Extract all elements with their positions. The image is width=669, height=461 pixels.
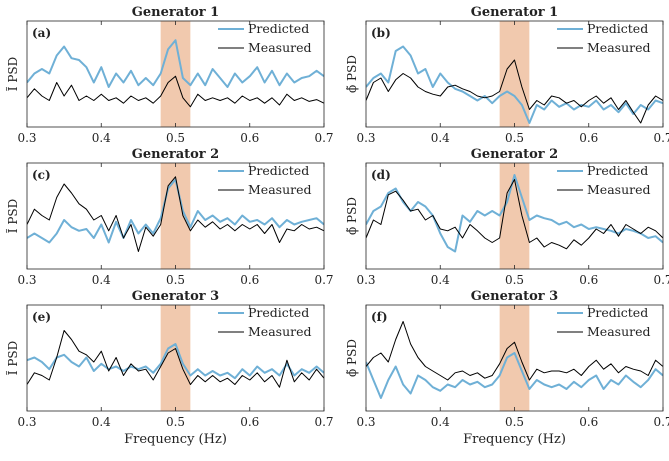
panel-e: 0.3 0.4 0.5 0.6 0.7 Generator 3 (e) Ĩ PSD Predic… xyxy=(5,289,334,447)
series-line-measured xyxy=(366,179,663,250)
series-line-measured xyxy=(366,321,663,381)
panel-c: 0.3 0.4 0.5 0.6 0.7 Generator 2 (c) Ĩ PSD Predic… xyxy=(5,147,334,287)
panel-title: Generator 3 xyxy=(471,289,558,304)
panel-f: 0.3 0.4 0.5 0.6 0.7 Generator 3 (f) ϕ̃ PSD Predi… xyxy=(345,289,669,447)
x-tick-label: 0.4 xyxy=(92,415,111,429)
panel-title: Generator 2 xyxy=(132,147,219,162)
x-tick-label: 0.5 xyxy=(505,131,524,145)
series-line-measured xyxy=(27,75,324,108)
panel-title: Generator 2 xyxy=(471,147,558,162)
x-tick-label: 0.6 xyxy=(240,415,259,429)
x-tick-label: 0.7 xyxy=(314,415,333,429)
x-tick-label: 0.7 xyxy=(314,131,333,145)
panel-label: (e) xyxy=(32,310,51,324)
x-tick-label: 0.3 xyxy=(356,273,375,287)
y-axis-label: ϕ̃ PSD xyxy=(345,197,359,235)
x-axis-label: Frequency (Hz) xyxy=(124,432,227,447)
x-tick-label: 0.3 xyxy=(17,415,36,429)
legend-label-measured: Measured xyxy=(587,182,651,197)
x-tick-label: 0.3 xyxy=(17,273,36,287)
x-tick-label: 0.6 xyxy=(579,273,598,287)
legend-label-measured: Measured xyxy=(587,40,651,55)
x-tick-label: 0.7 xyxy=(314,273,333,287)
x-tick-label: 0.4 xyxy=(431,131,450,145)
x-tick-label: 0.4 xyxy=(92,273,111,287)
x-tick-label: 0.6 xyxy=(240,131,259,145)
x-tick-label: 0.6 xyxy=(240,273,259,287)
x-tick-label: 0.4 xyxy=(431,415,450,429)
legend-label-measured: Measured xyxy=(248,324,312,339)
series-line-predicted xyxy=(27,39,324,88)
x-tick-label: 0.3 xyxy=(356,131,375,145)
x-tick-label: 0.3 xyxy=(17,131,36,145)
highlight-band xyxy=(160,21,191,127)
x-tick-label: 0.5 xyxy=(166,415,185,429)
y-axis-label: Ĩ PSD xyxy=(5,57,20,91)
legend-label-measured: Measured xyxy=(248,182,312,197)
x-tick-label: 0.5 xyxy=(166,273,185,287)
legend-label-predicted: Predicted xyxy=(248,163,309,178)
x-tick-label: 0.7 xyxy=(653,273,669,287)
series-line-predicted xyxy=(366,174,663,253)
panel-b: 0.3 0.4 0.5 0.6 0.7 Generator 1 (b) ϕ̃ PSD Predi… xyxy=(345,5,669,145)
x-tick-label: 0.4 xyxy=(431,273,450,287)
legend-label-predicted: Predicted xyxy=(587,163,648,178)
x-tick-label: 0.5 xyxy=(505,415,524,429)
panel-title: Generator 3 xyxy=(132,289,219,304)
x-tick-label: 0.7 xyxy=(653,131,669,145)
series-line-measured xyxy=(27,330,324,388)
series-line-predicted xyxy=(27,343,324,380)
panel-d: 0.3 0.4 0.5 0.6 0.7 Generator 2 (d) ϕ̃ PSD Predi… xyxy=(345,147,669,287)
panel-label: (c) xyxy=(32,168,51,182)
legend-label-measured: Measured xyxy=(248,40,312,55)
y-axis-label: ϕ̃ PSD xyxy=(345,55,359,93)
panel-a: 0.3 0.4 0.5 0.6 0.7 Generator 1 (a) Ĩ PSD Predic… xyxy=(5,5,334,145)
x-tick-label: 0.5 xyxy=(166,131,185,145)
panel-title: Generator 1 xyxy=(132,5,219,20)
series-line-predicted xyxy=(366,45,663,124)
y-axis-label: Ĩ PSD xyxy=(5,341,20,375)
legend-label-predicted: Predicted xyxy=(587,21,648,36)
panel-label: (f) xyxy=(371,310,388,324)
highlight-band xyxy=(499,163,530,269)
x-tick-label: 0.5 xyxy=(505,273,524,287)
highlight-band xyxy=(499,305,530,411)
series-line-predicted xyxy=(366,352,663,399)
legend-label-predicted: Predicted xyxy=(248,21,309,36)
legend-label-predicted: Predicted xyxy=(248,305,309,320)
y-axis-label: ϕ̃ PSD xyxy=(345,339,359,377)
x-tick-label: 0.6 xyxy=(579,415,598,429)
panel-label: (d) xyxy=(371,168,391,182)
x-axis-label: Frequency (Hz) xyxy=(463,432,566,447)
panel-label: (b) xyxy=(371,26,391,40)
x-tick-label: 0.3 xyxy=(356,415,375,429)
series-line-predicted xyxy=(27,178,324,244)
legend-label-predicted: Predicted xyxy=(587,305,648,320)
x-tick-label: 0.7 xyxy=(653,415,669,429)
x-tick-label: 0.4 xyxy=(92,131,111,145)
series-line-measured xyxy=(27,176,324,252)
x-tick-label: 0.6 xyxy=(579,131,598,145)
series-line-measured xyxy=(366,59,663,124)
legend-label-measured: Measured xyxy=(587,324,651,339)
panel-title: Generator 1 xyxy=(471,5,558,20)
y-axis-label: Ĩ PSD xyxy=(5,199,20,233)
panel-label: (a) xyxy=(32,26,51,40)
